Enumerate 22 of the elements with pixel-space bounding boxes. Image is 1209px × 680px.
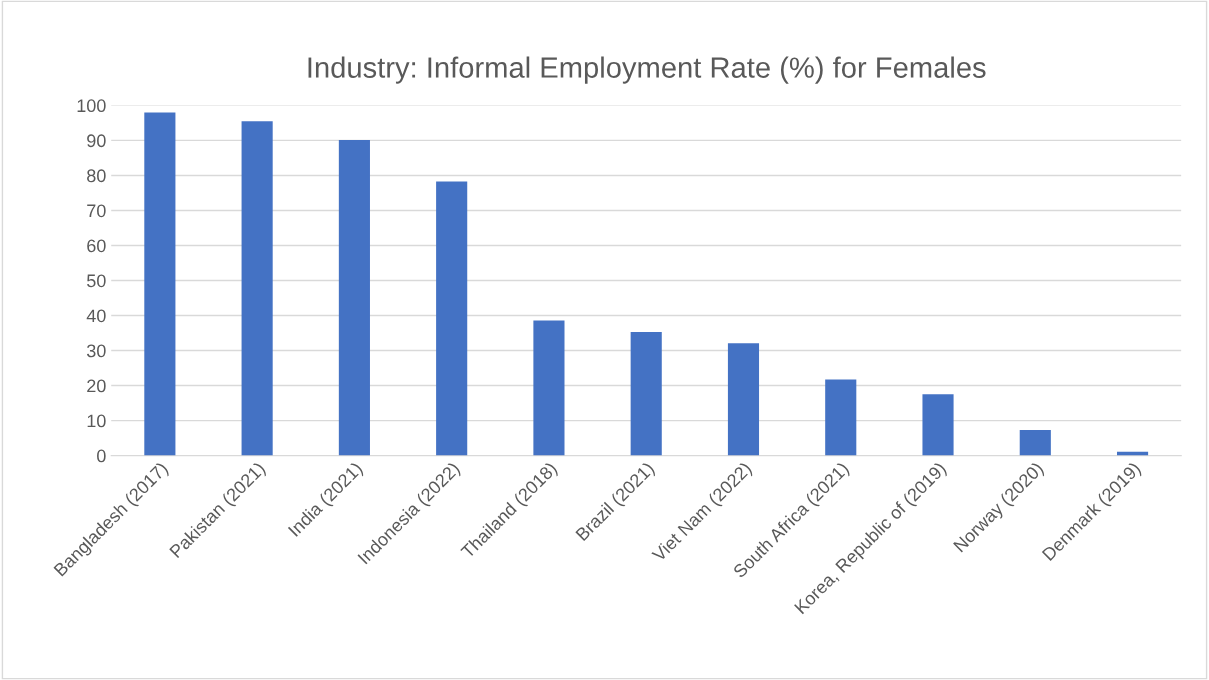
bar xyxy=(144,112,176,456)
bar xyxy=(727,343,760,456)
y-tick-label: 70 xyxy=(87,204,106,218)
y-tick-label: 10 xyxy=(87,414,106,428)
bar xyxy=(338,140,370,456)
y-tick-label: 50 xyxy=(87,274,106,288)
y-tick-label: 100 xyxy=(77,99,106,113)
y-tick-label: 30 xyxy=(86,344,106,358)
y-tick-label: 40 xyxy=(86,309,106,323)
chart-title: Industry: Informal Employment Rate (%) for Females xyxy=(308,56,986,84)
bar xyxy=(630,331,662,456)
bar xyxy=(922,394,954,456)
y-tick-label: 90 xyxy=(87,134,106,148)
y-tick-label: 80 xyxy=(87,169,106,183)
bar xyxy=(436,181,468,456)
y-tick-label: 0 xyxy=(97,449,106,463)
y-tick-label: 20 xyxy=(87,379,106,393)
bar xyxy=(825,379,857,456)
bar xyxy=(533,320,565,456)
bar xyxy=(1019,430,1051,456)
y-tick-label: 60 xyxy=(87,239,106,253)
bar xyxy=(241,121,273,456)
